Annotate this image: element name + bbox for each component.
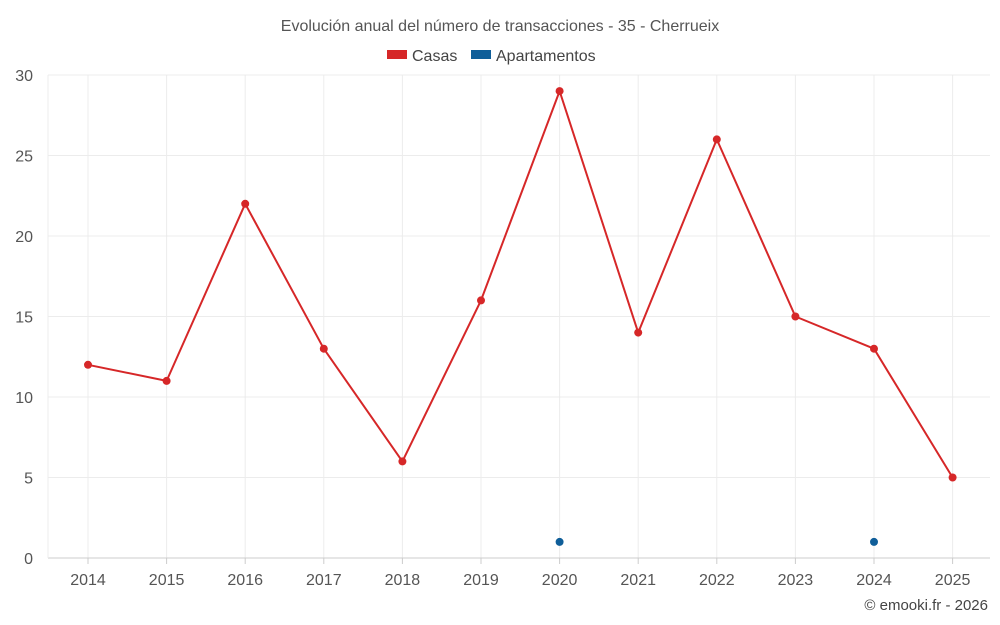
x-tick-label-2022: 2022 bbox=[699, 572, 735, 589]
x-tick-label-2023: 2023 bbox=[778, 572, 814, 589]
legend-label-0[interactable]: Casas bbox=[412, 48, 457, 65]
y-tick-label-5: 5 bbox=[24, 471, 33, 488]
series-1 bbox=[555, 537, 878, 546]
legend-swatch-0[interactable] bbox=[387, 50, 407, 59]
legend-label-1[interactable]: Apartamentos bbox=[496, 48, 596, 65]
legend-swatch-1[interactable] bbox=[471, 50, 491, 59]
y-gridlines bbox=[48, 74, 990, 478]
series-0 bbox=[84, 87, 957, 482]
y-tick-label-0: 0 bbox=[24, 551, 33, 568]
data-point-0-2021[interactable] bbox=[634, 328, 643, 337]
chart-title: Evolución anual del número de transaccio… bbox=[281, 18, 719, 35]
data-point-0-2016[interactable] bbox=[241, 199, 250, 208]
x-tick-label-2020: 2020 bbox=[542, 572, 578, 589]
y-tick-label-10: 10 bbox=[15, 390, 33, 407]
x-tick-label-2015: 2015 bbox=[149, 572, 185, 589]
y-tick-label-30: 30 bbox=[15, 68, 33, 85]
axes bbox=[47, 75, 990, 559]
x-tick-label-2021: 2021 bbox=[620, 572, 656, 589]
data-point-0-2019[interactable] bbox=[477, 296, 485, 305]
data-point-0-2025[interactable] bbox=[948, 473, 957, 482]
x-tick-label-2014: 2014 bbox=[70, 572, 106, 589]
data-point-0-2018[interactable] bbox=[398, 457, 407, 466]
footer-credit: © emooki.fr - 2026 bbox=[864, 597, 988, 614]
legend: Casas Apartamentos bbox=[387, 48, 596, 65]
data-point-0-2022[interactable] bbox=[712, 135, 721, 144]
x-tick-label-2025: 2025 bbox=[935, 572, 971, 589]
data-point-0-2024[interactable] bbox=[870, 344, 878, 353]
series-line-0 bbox=[87, 90, 954, 479]
data-point-0-2017[interactable] bbox=[319, 344, 328, 353]
data-point-0-2014[interactable] bbox=[84, 360, 92, 369]
x-gridlines bbox=[87, 75, 954, 564]
data-point-0-2020[interactable] bbox=[555, 87, 564, 96]
y-tick-label-25: 25 bbox=[15, 149, 33, 166]
x-tick-label-2019: 2019 bbox=[463, 572, 499, 589]
y-axis-ticks: 0 5 10 15 20 25 30 bbox=[15, 68, 33, 568]
y-tick-label-20: 20 bbox=[15, 229, 33, 246]
data-point-0-2015[interactable] bbox=[162, 376, 171, 385]
x-tick-label-2024: 2024 bbox=[856, 572, 892, 589]
data-point-1-2024[interactable] bbox=[870, 537, 878, 546]
x-axis-ticks: 2014 2015 2016 2017 2018 2019 2020 2021 2022 2023… bbox=[70, 572, 970, 589]
series-layer bbox=[84, 87, 957, 546]
data-point-0-2023[interactable] bbox=[791, 312, 800, 321]
x-tick-label-2017: 2017 bbox=[306, 572, 342, 589]
y-tick-label-15: 15 bbox=[15, 310, 33, 327]
data-point-1-2020[interactable] bbox=[555, 537, 564, 546]
x-tick-label-2018: 2018 bbox=[385, 572, 421, 589]
x-tick-label-2016: 2016 bbox=[227, 572, 263, 589]
